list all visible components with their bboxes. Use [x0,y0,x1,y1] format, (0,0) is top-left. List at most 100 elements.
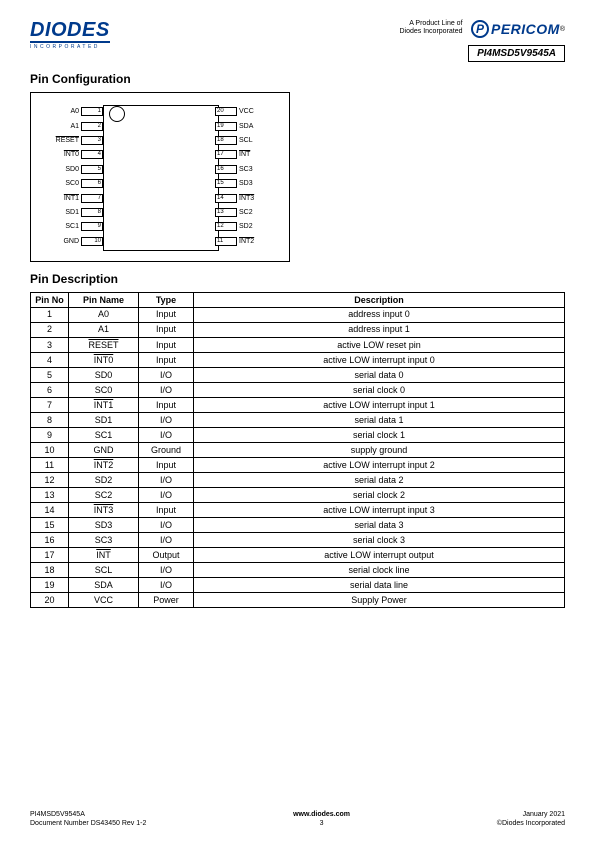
table-row: 13SC2I/Oserial clock 2 [31,487,565,502]
footer-part-number: PI4MSD5V9545A [30,810,146,819]
cell-type: I/O [139,487,194,502]
cell-description: address input 1 [194,322,565,337]
pin-right-row: 14INT3 [215,193,271,203]
cell-description: Supply Power [194,592,565,607]
cell-pin-no: 13 [31,487,69,502]
chip-body [103,105,219,251]
cell-pin-name: VCC [69,592,139,607]
diodes-logo-word: DIODES [30,20,110,43]
cell-type: Input [139,307,194,322]
product-line-text: A Product Line of Diodes Incorporated [399,20,462,37]
pin-number-box: 15 [215,179,237,188]
pin-label: VCC [239,108,271,115]
pin-label: INT2 [239,238,271,245]
pin-number-box: 8 [81,208,103,217]
cell-description: serial data 3 [194,517,565,532]
cell-type: I/O [139,412,194,427]
cell-pin-name: SC0 [69,382,139,397]
cell-type: Input [139,322,194,337]
cell-pin-no: 19 [31,577,69,592]
cell-pin-no: 16 [31,532,69,547]
table-row: 19SDAI/Oserial data line [31,577,565,592]
table-row: 4INT0Inputactive LOW interrupt input 0 [31,352,565,367]
cell-type: I/O [139,367,194,382]
cell-type: Input [139,457,194,472]
pin-right-row: 18SCL [215,136,271,146]
pin-label: GND [47,238,79,245]
pin-label: SC3 [239,166,271,173]
pin-label: SC2 [239,209,271,216]
table-row: 5SD0I/Oserial data 0 [31,367,565,382]
table-row: 11INT2Inputactive LOW interrupt input 2 [31,457,565,472]
cell-type: Ground [139,442,194,457]
table-row: 10GNDGroundsupply ground [31,442,565,457]
pin-right-row: 17INT [215,150,271,160]
pin-left-row: SC19 [47,222,103,232]
cell-pin-name: SD1 [69,412,139,427]
cell-pin-no: 6 [31,382,69,397]
cell-type: Input [139,502,194,517]
pin-left-row: SD18 [47,208,103,218]
cell-type: I/O [139,382,194,397]
cell-pin-no: 1 [31,307,69,322]
chip-notch-icon [109,106,125,122]
pin-left-row: A12 [47,121,103,131]
table-row: 8SD1I/Oserial data 1 [31,412,565,427]
pin-label: SD0 [47,166,79,173]
pin-left-row: INT04 [47,150,103,160]
pin-number-box: 14 [215,194,237,203]
cell-type: Output [139,547,194,562]
cell-description: serial data 0 [194,367,565,382]
part-number-box: PI4MSD5V9545A [468,45,565,62]
cell-pin-name: INT [69,547,139,562]
pin-left-row: GND10 [47,236,103,246]
cell-pin-name: SCL [69,562,139,577]
pin-number-box: 13 [215,208,237,217]
footer-url: www.diodes.com [293,810,350,819]
cell-type: Input [139,352,194,367]
pin-description-table: Pin No Pin Name Type Description 1A0Inpu… [30,292,565,608]
pericom-p-icon: P [471,20,489,38]
pin-number-box: 4 [81,150,103,159]
th-pin-no: Pin No [31,292,69,307]
pin-label: SC1 [47,223,79,230]
cell-type: I/O [139,562,194,577]
pin-number-box: 11 [215,237,237,246]
pin-label: INT0 [47,151,79,158]
page-header: DIODES INCORPORATED A Product Line of Di… [30,20,565,62]
cell-description: serial data 1 [194,412,565,427]
pin-number-box: 10 [81,237,103,246]
pin-right-row: 16SC3 [215,164,271,174]
th-type: Type [139,292,194,307]
product-line-1: A Product Line of [409,20,462,27]
table-row: 12SD2I/Oserial data 2 [31,472,565,487]
pin-label: INT [239,151,271,158]
pin-left-row: RESET3 [47,136,103,146]
cell-pin-name: A0 [69,307,139,322]
cell-pin-name: A1 [69,322,139,337]
pin-number-box: 17 [215,150,237,159]
cell-description: serial clock 3 [194,532,565,547]
pin-left-row: SD05 [47,164,103,174]
cell-description: address input 0 [194,307,565,322]
cell-pin-name: GND [69,442,139,457]
pin-number-box: 12 [215,222,237,231]
cell-description: serial clock 2 [194,487,565,502]
cell-pin-no: 8 [31,412,69,427]
cell-description: active LOW interrupt input 1 [194,397,565,412]
pin-right-row: 15SD3 [215,179,271,189]
cell-description: active LOW interrupt output [194,547,565,562]
table-row: 17INTOutputactive LOW interrupt output [31,547,565,562]
cell-description: active LOW interrupt input 3 [194,502,565,517]
cell-pin-name: INT1 [69,397,139,412]
pin-number-box: 3 [81,136,103,145]
page-footer: PI4MSD5V9545A Document Number DS43450 Re… [30,810,565,828]
pin-left-row: SC06 [47,179,103,189]
cell-pin-name: SD0 [69,367,139,382]
cell-pin-no: 3 [31,337,69,352]
th-pin-name: Pin Name [69,292,139,307]
pin-label: SDA [239,123,271,130]
table-row: 6SC0I/Oserial clock 0 [31,382,565,397]
section-pin-description: Pin Description [30,272,565,286]
table-row: 3RESETInputactive LOW reset pin [31,337,565,352]
